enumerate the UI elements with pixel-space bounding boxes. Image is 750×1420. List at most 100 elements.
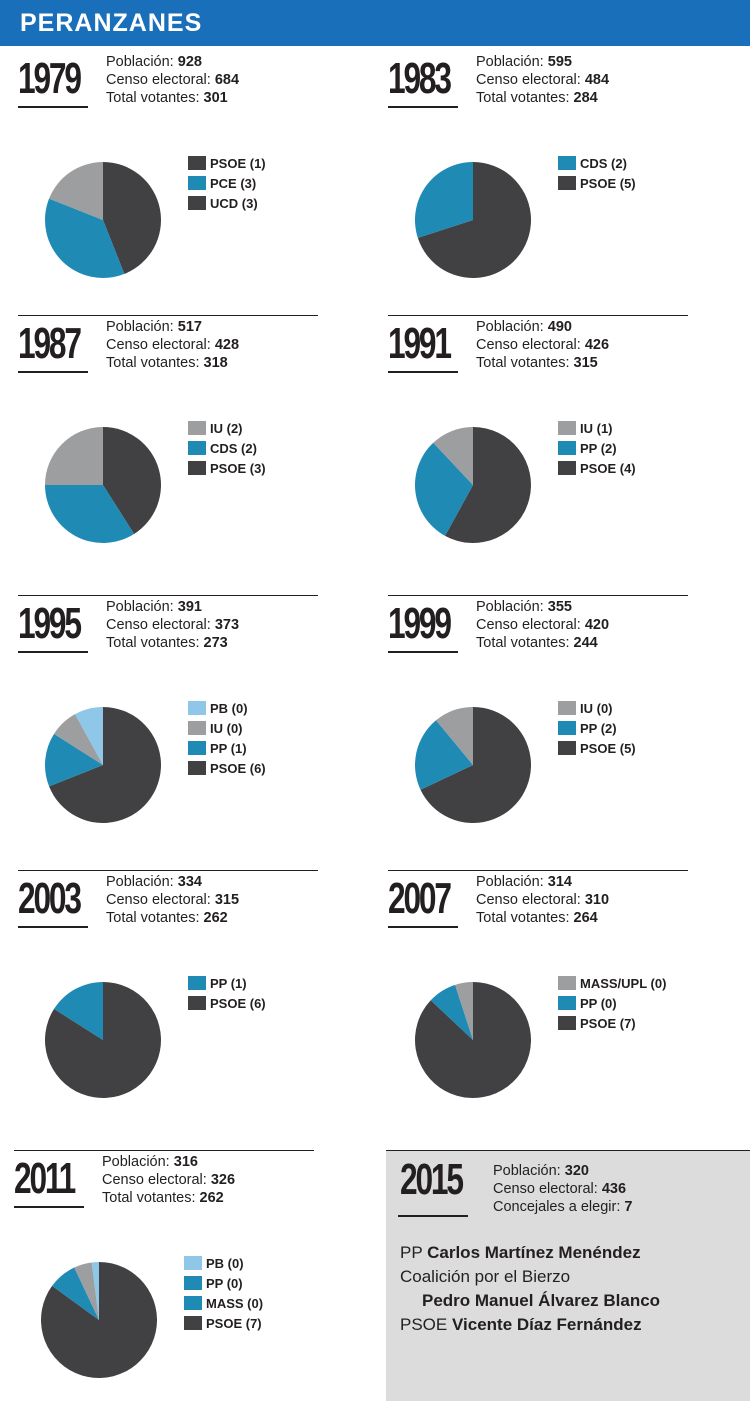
pie-slice-mass-upl [455,982,473,1040]
legend-swatch [558,1016,576,1030]
poblacion-value: 316 [173,1154,198,1170]
legend-item: PSOE (7) [558,1013,666,1033]
year-underline [18,926,88,928]
stat-label: Población: [476,599,548,615]
stats: Población: 928 Censo electoral: 684 Total … [106,53,239,107]
legend-swatch [184,1296,202,1310]
panel-1987: 1987 Población: 517 Censo electoral: 428 To… [18,315,358,585]
candidate-party: PSOE [400,1315,448,1334]
legend-swatch [188,741,206,755]
votantes-value: 315 [573,355,598,371]
legend: IU (1) PP (2) PSOE (4) [558,418,636,478]
stats: Población: 595 Censo electoral: 484 Total … [476,53,609,107]
legend-swatch [558,461,576,475]
legend-item: PSOE (6) [188,758,266,778]
year-label: 2015 [400,1155,464,1204]
censo-value: 315 [214,892,240,908]
year-label: 2011 [14,1154,76,1203]
legend-item: PSOE (7) [184,1313,263,1333]
pie-chart [415,162,531,278]
year-label: 1991 [388,319,452,368]
stats: Población: 391 Censo electoral: 373 Total … [106,598,239,652]
pie-slice-cds [45,485,135,543]
stat-label: Total votantes: [102,1190,200,1206]
legend-label: PSOE (5) [580,175,636,191]
year-label: 1983 [388,54,452,103]
legend-item: PP (2) [558,438,636,458]
legend: PB (0) PP (0) MASS (0) PSOE (7) [184,1253,263,1333]
legend-item: MASS/UPL (0) [558,973,666,993]
legend-label: PP (0) [206,1275,243,1291]
year-label: 2007 [388,874,452,923]
candidate-name: Carlos Martínez Menéndez [427,1243,641,1262]
stat-label: Población: [106,599,178,615]
pie-slice-pp [45,733,103,787]
candidate-name: Vicente Díaz Fernández [451,1315,642,1334]
stat-label: Total votantes: [106,910,204,926]
panel-2015: 2015 Población: 320 Censo electoral: 436… [386,1150,750,1401]
stat-label: Total votantes: [476,355,574,371]
legend-swatch [558,976,576,990]
pie-chart [45,162,161,278]
legend-swatch [558,176,576,190]
stats: Población: 490 Censo electoral: 426 Total … [476,318,609,372]
stat-label: Población: [106,54,178,70]
pie-slice-cds [415,162,473,238]
poblacion-value: 928 [177,54,202,70]
votantes-value: 284 [573,90,598,106]
panel-separator [18,315,318,316]
candidate-psoe: PSOE Vicente Díaz Fernández [400,1313,660,1337]
year-label: 1979 [18,54,82,103]
votantes-value: 301 [203,90,228,106]
year-underline [398,1215,468,1217]
pie-slice-psoe [103,427,162,534]
legend-label: PCE (3) [210,175,257,191]
stat-label: Concejales a elegir: [493,1199,625,1215]
panel-separator [18,870,318,871]
stat-label: Total votantes: [106,90,204,106]
year-underline [18,651,88,653]
pie-chart [415,982,531,1098]
legend-label: CDS (2) [580,155,627,171]
legend-label: PSOE (6) [210,760,266,776]
poblacion-value: 490 [547,319,572,335]
pie-slice-iu [433,427,473,485]
legend-swatch [188,761,206,775]
legend-swatch [558,156,576,170]
legend: PP (1) PSOE (6) [188,973,266,1013]
legend-swatch [188,461,206,475]
legend-swatch [188,996,206,1010]
header-bar: PERANZANES [0,0,750,46]
stat-label: Población: [102,1154,174,1170]
stats: Población: 334 Censo electoral: 315 Total … [106,873,239,927]
legend: CDS (2) PSOE (5) [558,153,636,193]
censo-value: 684 [214,72,240,88]
panel-1991: 1991 Población: 490 Censo electoral: 426 To… [388,315,728,585]
stats: Población: 355 Censo electoral: 420 Total … [476,598,609,652]
votantes-value: 244 [573,635,598,651]
legend-swatch [558,721,576,735]
votantes-value: 273 [203,635,228,651]
censo-value: 420 [584,617,610,633]
legend-label: PSOE (5) [580,740,636,756]
censo-value: 484 [584,72,610,88]
panel-2003: 2003 Población: 334 Censo electoral: 315 To… [18,870,358,1140]
legend-label: PB (0) [206,1255,244,1271]
legend-item: PP (2) [558,718,636,738]
stat-label: Censo electoral: [102,1172,211,1188]
pie-chart [44,982,161,1098]
legend-item: PB (0) [184,1253,263,1273]
year-underline [18,371,88,373]
legend-label: PSOE (7) [206,1315,262,1331]
legend-swatch [558,996,576,1010]
legend-label: PSOE (3) [210,460,266,476]
stat-label: Censo electoral: [106,337,215,353]
pie-slice-ucd [103,162,161,274]
pie-slice-iu [45,427,103,485]
panel-separator [14,1150,314,1151]
poblacion-value: 391 [177,599,202,615]
pie-slice-pp [415,442,473,536]
legend: PB (0) IU (0) PP (1) PSOE (6) [188,698,266,778]
legend-item: IU (1) [558,418,636,438]
panel-1995: 1995 Población: 391 Censo electoral: 373 To… [18,595,358,865]
